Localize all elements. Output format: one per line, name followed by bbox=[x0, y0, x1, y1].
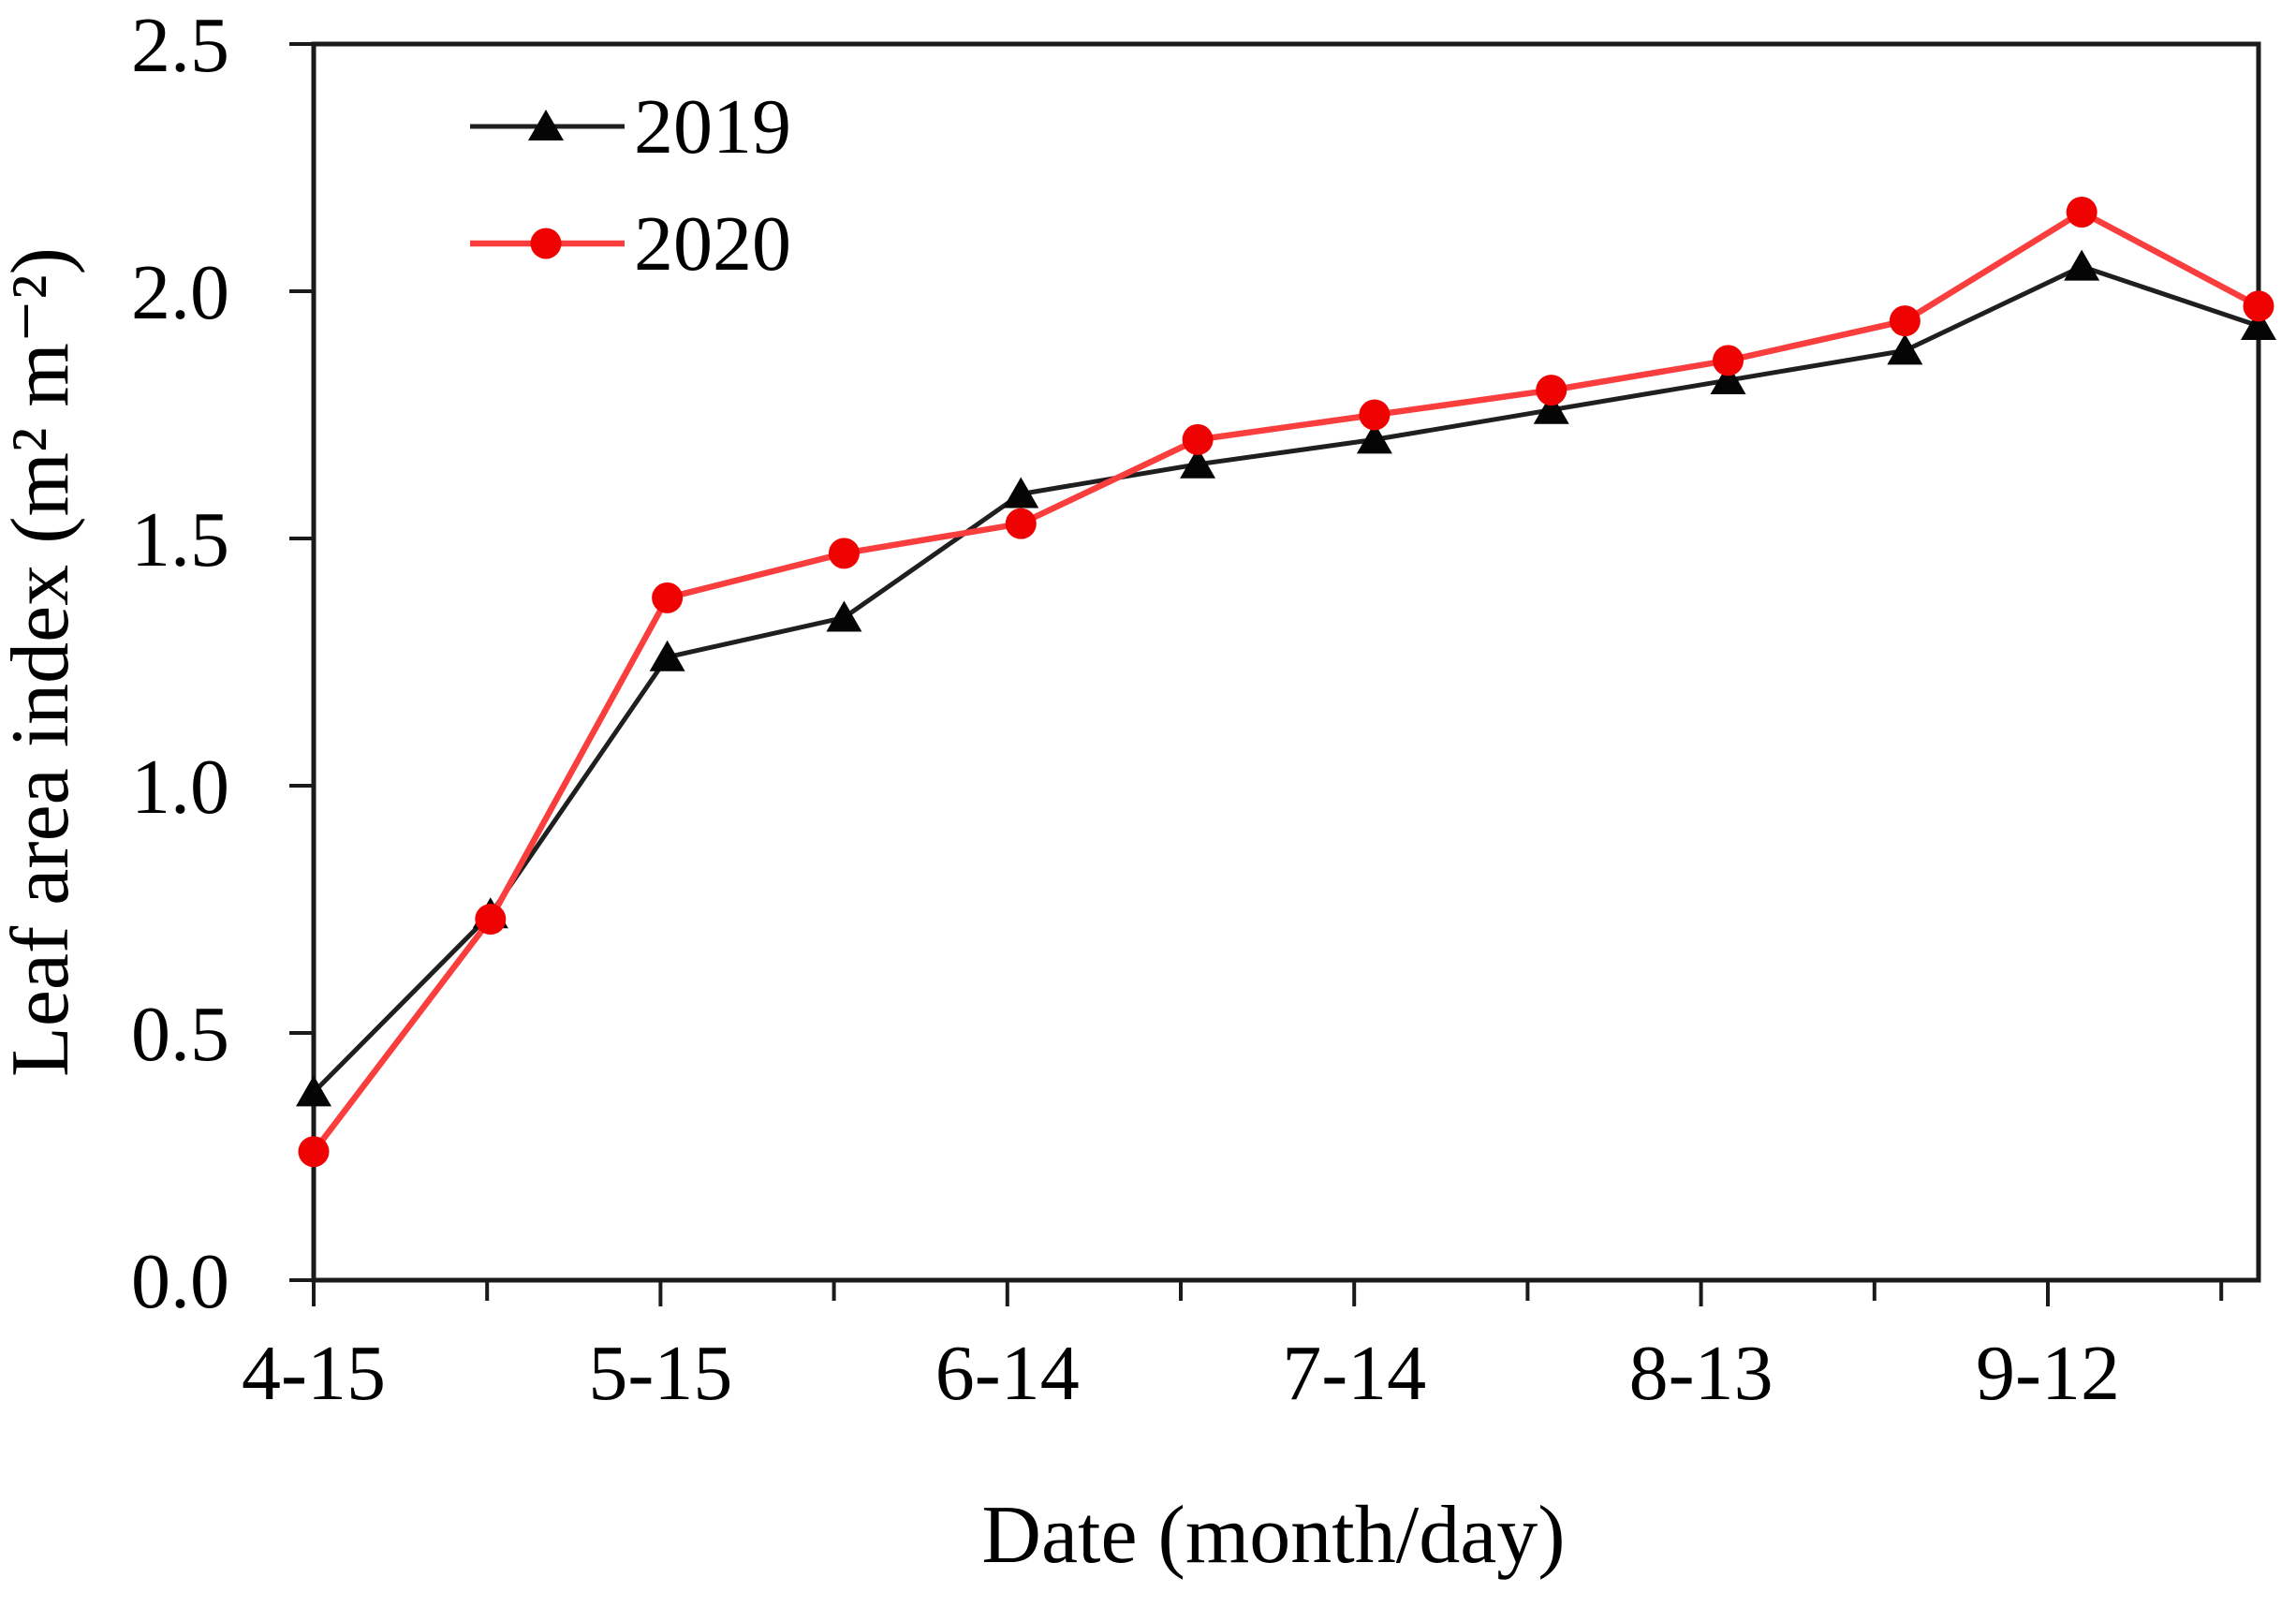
data-point-2019-9-27 bbox=[2241, 308, 2276, 340]
data-point-2020-5-15 bbox=[652, 582, 684, 613]
data-point-2019-6-14 bbox=[1003, 477, 1039, 509]
y-axis-ticks: 0.0 0.5 1.0 1.5 2.0 2.5 bbox=[131, 2, 314, 1325]
plot-frame bbox=[311, 41, 2261, 1283]
data-point-2020-5-30 bbox=[828, 538, 860, 569]
series-line-2019 bbox=[312, 263, 2259, 1095]
data-point-2019-7-29 bbox=[1533, 392, 1569, 424]
data-point-2020-8-13 bbox=[1713, 345, 1744, 376]
y-tick-label: 2.5 bbox=[131, 2, 229, 89]
y-tick-label: 0.0 bbox=[131, 1238, 229, 1325]
y-tick-label: 0.5 bbox=[131, 991, 229, 1078]
data-point-2020-9-12 bbox=[2066, 197, 2097, 229]
data-point-2019-4-15 bbox=[296, 1075, 331, 1107]
data-point-2019-5-30 bbox=[826, 600, 862, 632]
data-point-2020-4-15 bbox=[298, 1136, 330, 1168]
x-tick-label: 6-14 bbox=[935, 1330, 1080, 1417]
x-tick-label: 8-13 bbox=[1629, 1330, 1774, 1417]
data-point-2020-9-27 bbox=[2243, 290, 2274, 322]
data-point-2019-8-13 bbox=[1710, 363, 1746, 395]
legend-marker-2019-triangle-icon bbox=[528, 110, 564, 140]
data-point-2020-7-29 bbox=[1536, 375, 1567, 406]
x-tick-label: 7-14 bbox=[1282, 1330, 1426, 1417]
data-point-2020-4-30 bbox=[475, 904, 507, 936]
data-point-2020-7-14 bbox=[1359, 399, 1391, 431]
legend-label-2019: 2019 bbox=[634, 83, 791, 170]
x-axis-ticks: 4-15 5-15 6-14 7-14 8-13 9-12 bbox=[242, 1280, 2224, 1417]
legend: 2019 2020 bbox=[470, 83, 791, 287]
x-tick-label: 4-15 bbox=[242, 1330, 386, 1417]
series-line-2020 bbox=[311, 208, 2260, 1154]
data-point-2019-8-28 bbox=[1887, 333, 1923, 365]
data-point-2019-5-15 bbox=[649, 640, 685, 671]
y-axis-title: Leaf area index (m² m⁻²) bbox=[0, 247, 86, 1077]
data-point-2019-7-14 bbox=[1356, 422, 1392, 454]
x-tick-label: 5-15 bbox=[588, 1330, 732, 1417]
data-point-2019-9-12 bbox=[2064, 249, 2100, 281]
data-point-2020-6-29 bbox=[1182, 423, 1214, 455]
y-tick-label: 2.0 bbox=[131, 249, 229, 336]
legend-label-2020: 2020 bbox=[634, 200, 791, 287]
y-tick-label: 1.0 bbox=[131, 744, 229, 831]
legend-marker-2020-circle-icon bbox=[530, 228, 562, 259]
x-axis-title: Date (month/day) bbox=[981, 1490, 1565, 1581]
data-point-2019-6-29 bbox=[1180, 447, 1216, 479]
series-layer bbox=[296, 197, 2276, 1168]
x-tick-label: 9-12 bbox=[1976, 1330, 2120, 1417]
data-point-2020-8-28 bbox=[1889, 305, 1921, 337]
data-point-2020-6-14 bbox=[1005, 508, 1037, 539]
y-tick-label: 1.5 bbox=[131, 496, 229, 583]
